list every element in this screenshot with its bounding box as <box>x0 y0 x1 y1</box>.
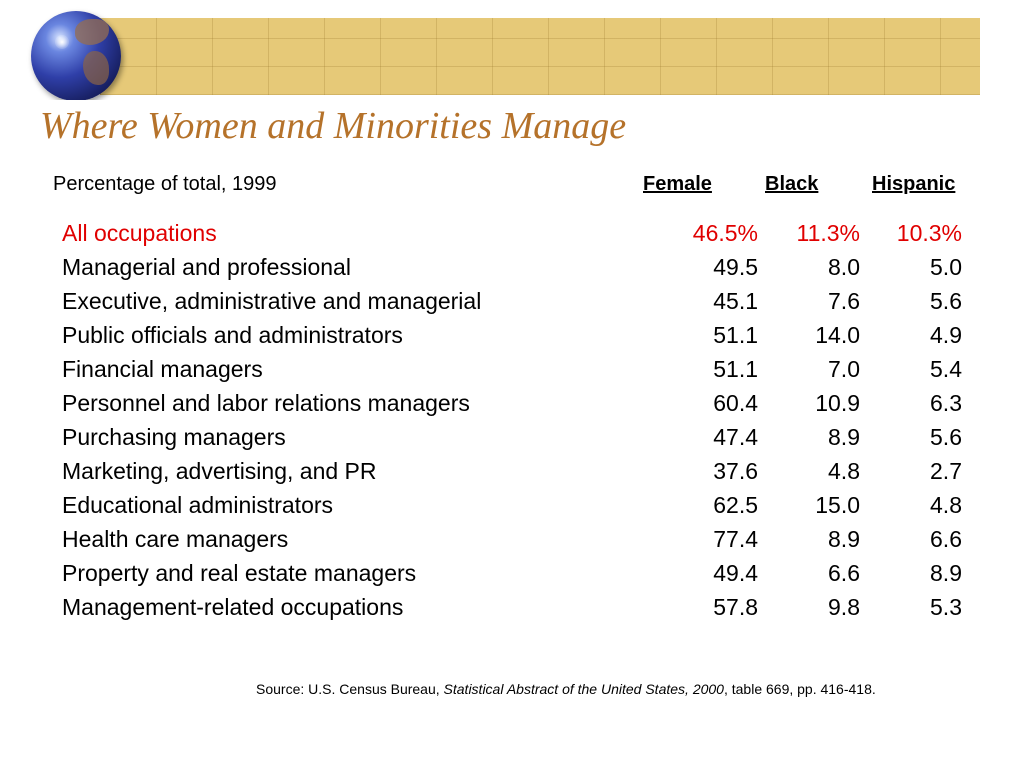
hispanic-value: 5.6 <box>930 288 962 314</box>
table-subtitle: Percentage of total, 1999 <box>53 173 277 195</box>
female-value: 49.4 <box>713 560 758 586</box>
hispanic-value: 5.0 <box>930 254 962 280</box>
female-value: 51.1 <box>713 322 758 348</box>
hispanic-value: 5.4 <box>930 356 962 382</box>
page-title: Where Women and Minorities Manage <box>40 105 627 147</box>
black-value: 7.0 <box>828 356 860 382</box>
hispanic-value: 5.3 <box>930 594 962 620</box>
source-prefix: Source: U.S. Census Bureau, <box>256 681 444 697</box>
table-row: Property and real estate managers 49.4 6… <box>0 560 1024 594</box>
table-row: Financial managers 51.1 7.0 5.4 <box>0 356 1024 390</box>
table-row: Public officials and administrators 51.1… <box>0 322 1024 356</box>
globe-icon <box>31 11 121 100</box>
female-value: 37.6 <box>713 458 758 484</box>
row-label: Purchasing managers <box>62 424 286 450</box>
column-header-hispanic: Hispanic <box>872 173 956 195</box>
data-table: All occupations 46.5% 11.3% 10.3% Manage… <box>0 220 1024 628</box>
hispanic-value: 2.7 <box>930 458 962 484</box>
source-suffix: , table 669, pp. 416-418. <box>723 681 876 697</box>
black-value: 9.8 <box>828 594 860 620</box>
female-value: 57.8 <box>713 594 758 620</box>
row-label: Executive, administrative and managerial <box>62 288 482 314</box>
black-value: 8.9 <box>828 526 860 552</box>
black-value: 7.6 <box>828 288 860 314</box>
source-citation: Source: U.S. Census Bureau, Statistical … <box>256 681 876 697</box>
table-row: Personnel and labor relations managers 6… <box>0 390 1024 424</box>
hispanic-value: 6.6 <box>930 526 962 552</box>
table-row: Health care managers 77.4 8.9 6.6 <box>0 526 1024 560</box>
row-label: All occupations <box>62 220 217 246</box>
row-label: Educational administrators <box>62 492 334 518</box>
hispanic-value: 5.6 <box>930 424 962 450</box>
black-value: 4.8 <box>828 458 860 484</box>
black-value: 8.9 <box>828 424 860 450</box>
row-label: Property and real estate managers <box>62 560 417 586</box>
black-value: 10.9 <box>815 390 860 416</box>
world-map-banner <box>100 18 980 95</box>
row-label: Marketing, advertising, and PR <box>62 458 377 484</box>
female-value: 60.4 <box>713 390 758 416</box>
table-row: Executive, administrative and managerial… <box>0 288 1024 322</box>
row-label: Managerial and professional <box>62 254 351 280</box>
column-header-black: Black <box>765 173 819 195</box>
hispanic-value: 10.3% <box>896 220 962 246</box>
black-value: 8.0 <box>828 254 860 280</box>
female-value: 77.4 <box>713 526 758 552</box>
female-value: 49.5 <box>713 254 758 280</box>
table-row: Management-related occupations 57.8 9.8 … <box>0 594 1024 628</box>
hispanic-value: 4.8 <box>930 492 962 518</box>
hispanic-value: 8.9 <box>930 560 962 586</box>
female-value: 47.4 <box>713 424 758 450</box>
column-header-female: Female <box>643 173 712 195</box>
table-row: Managerial and professional 49.5 8.0 5.0 <box>0 254 1024 288</box>
source-publication: Statistical Abstract of the United State… <box>443 681 724 697</box>
black-value: 15.0 <box>815 492 860 518</box>
table-row: Marketing, advertising, and PR 37.6 4.8 … <box>0 458 1024 492</box>
table-row: Educational administrators 62.5 15.0 4.8 <box>0 492 1024 526</box>
hispanic-value: 4.9 <box>930 322 962 348</box>
row-label: Financial managers <box>62 356 263 382</box>
row-label: Personnel and labor relations managers <box>62 390 470 416</box>
black-value: 14.0 <box>815 322 860 348</box>
black-value: 11.3% <box>796 220 860 246</box>
table-row: Purchasing managers 47.4 8.9 5.6 <box>0 424 1024 458</box>
female-value: 51.1 <box>713 356 758 382</box>
row-label: Health care managers <box>62 526 289 552</box>
black-value: 6.6 <box>828 560 860 586</box>
hispanic-value: 6.3 <box>930 390 962 416</box>
table-row: All occupations 46.5% 11.3% 10.3% <box>0 220 1024 254</box>
female-value: 62.5 <box>713 492 758 518</box>
female-value: 45.1 <box>713 288 758 314</box>
row-label: Management-related occupations <box>62 594 404 620</box>
header-banner <box>0 0 1024 100</box>
female-value: 46.5% <box>692 220 758 246</box>
row-label: Public officials and administrators <box>62 322 403 348</box>
